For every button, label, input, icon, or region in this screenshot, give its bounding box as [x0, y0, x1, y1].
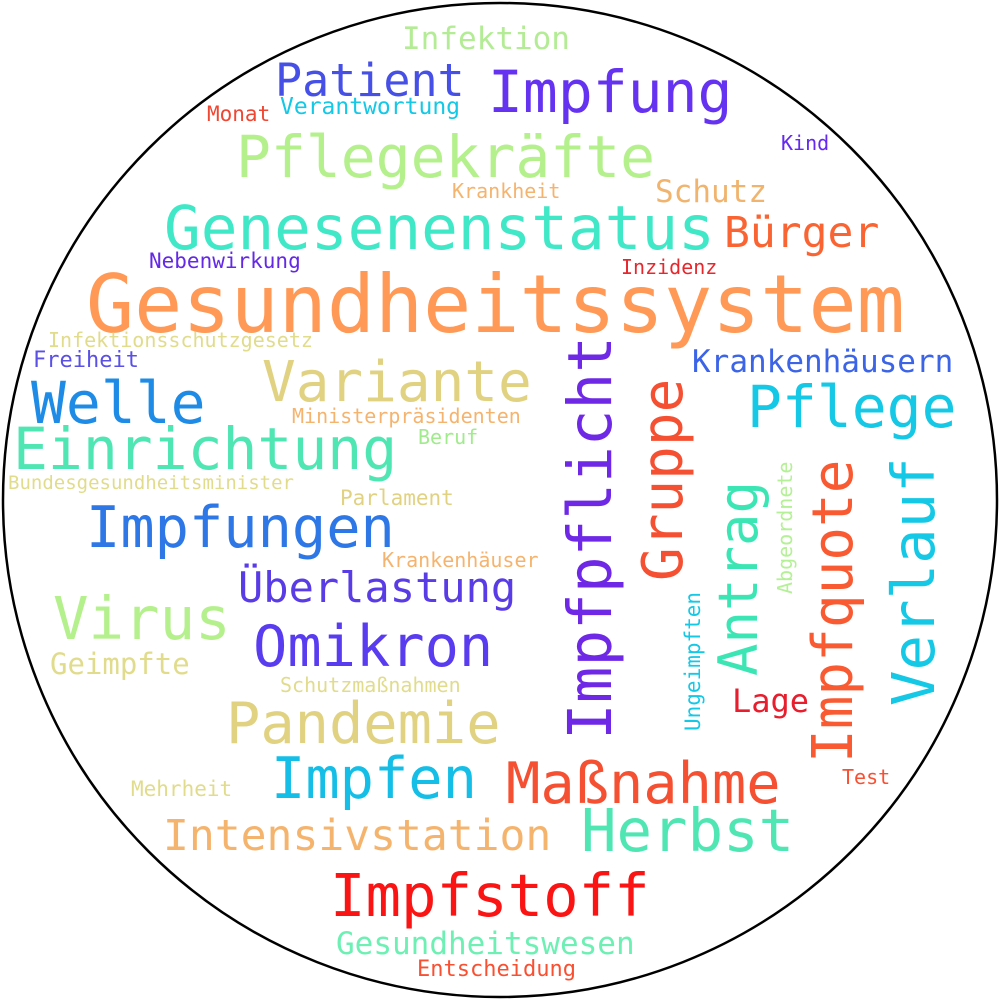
- word-impfung: Impfung: [488, 58, 733, 126]
- word-schutzmassnahmen: Schutzmaßnahmen: [280, 673, 461, 697]
- word-krankenhaeusern: Krankenhäusern: [692, 344, 954, 380]
- word-intensivstation: Intensivstation: [163, 811, 552, 861]
- word-krankenhaeuser: Krankenhäuser: [382, 548, 539, 572]
- word-verantwortung: Verantwortung: [280, 94, 461, 120]
- word-pandemie: Pandemie: [226, 691, 501, 757]
- word-ministerpraesidenten: Ministerpräsidenten: [292, 404, 521, 428]
- word-welle: Welle: [31, 369, 206, 437]
- word-herbst: Herbst: [581, 796, 795, 865]
- word-impfen: Impfen: [271, 746, 477, 812]
- word-buerger: Bürger: [724, 208, 880, 258]
- word-test: Test: [842, 765, 891, 789]
- word-infektionsschutzgesetz: Infektionsschutzgesetz: [48, 328, 313, 352]
- word-verlauf: Verlauf: [879, 457, 948, 706]
- word-kind: Kind: [781, 131, 830, 155]
- word-entscheidung: Entscheidung: [417, 957, 576, 982]
- word-patient: Patient: [275, 54, 465, 107]
- word-gruppe: Gruppe: [631, 378, 696, 581]
- word-genesenenstatus: Genesenenstatus: [164, 193, 715, 264]
- word-gesundheitswesen: Gesundheitswesen: [336, 926, 635, 962]
- word-krankheit: Krankheit: [452, 179, 561, 203]
- word-infektion: Infektion: [402, 21, 570, 57]
- word-mehrheit: Mehrheit: [131, 777, 233, 801]
- word-monat: Monat: [207, 102, 271, 126]
- word-beruf: Beruf: [418, 425, 479, 449]
- word-geimpfte: Geimpfte: [50, 647, 190, 681]
- word-abgeordnete: Abgeordnete: [773, 461, 797, 594]
- word-gesundheitssystem: Gesundheitssystem: [86, 258, 905, 351]
- word-parlament: Parlament: [340, 486, 454, 510]
- word-antrag: Antrag: [707, 480, 770, 676]
- word-impfstoff: Impfstoff: [330, 861, 650, 930]
- word-variante: Variante: [262, 350, 532, 415]
- word-schutz: Schutz: [655, 174, 767, 210]
- word-impfungen: Impfungen: [86, 495, 395, 561]
- word-inzidenz: Inzidenz: [621, 255, 718, 279]
- word-lage: Lage: [732, 682, 810, 720]
- word-freiheit: Freiheit: [33, 348, 139, 373]
- word-ueberlastung: Überlastung: [238, 563, 517, 612]
- word-ungeimpften: Ungeimpften: [681, 591, 705, 731]
- word-einrichtung: Einrichtung: [13, 415, 398, 483]
- word-nebenwirkung: Nebenwirkung: [149, 249, 301, 273]
- word-pflege: Pflege: [747, 373, 957, 441]
- word-pflegekraefte: Pflegekräfte: [236, 123, 656, 191]
- word-omikron: Omikron: [253, 614, 494, 680]
- word-massnahme: Maßnahme: [506, 751, 781, 817]
- word-impfquote: Impfquote: [801, 459, 866, 763]
- word-impfpflicht: Impfpflicht: [555, 336, 626, 740]
- word-virus: Virus: [53, 584, 231, 653]
- word-bundesgesundheitsminister: Bundesgesundheitsminister: [8, 472, 294, 494]
